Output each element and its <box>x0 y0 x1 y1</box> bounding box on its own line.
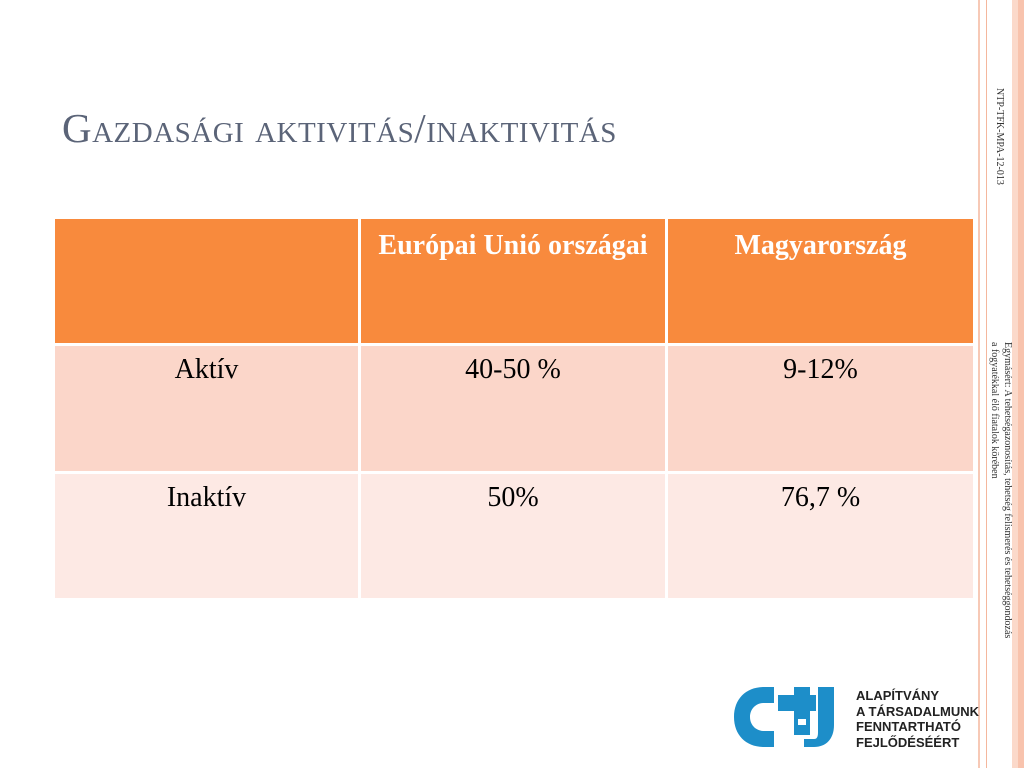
logo-text: ALAPÍTVÁNY A TÁRSADALMUNK FENNTARTHATÓ F… <box>856 688 979 750</box>
decor-stripe <box>986 0 987 768</box>
cell-hu: 76,7 % <box>665 471 976 601</box>
table-row: Inaktív 50% 76,7 % <box>52 471 976 601</box>
cell-eu: 50% <box>358 471 668 601</box>
cell-eu: 40-50 % <box>358 343 668 474</box>
decor-stripe <box>978 0 980 768</box>
header-hu: Magyarország <box>665 216 976 346</box>
project-description: Egymásért: A tehetségazonosítás, tehetsé… <box>989 342 1013 639</box>
table-header-row: Európai Unió országai Magyarország <box>52 216 976 346</box>
activity-table: Európai Unió országai Magyarország Aktív… <box>52 216 976 601</box>
header-empty <box>52 216 361 346</box>
slide-title: Gazdasági aktivitás/inaktivitás <box>62 105 617 151</box>
cell-hu: 9-12% <box>665 343 976 474</box>
foundation-logo-icon <box>734 687 834 747</box>
logo-line: A TÁRSADALMUNK <box>856 703 980 719</box>
logo-line: FENNTARTHATÓ <box>856 719 961 734</box>
row-label: Aktív <box>52 343 361 474</box>
logo-line: FEJLŐDÉSÉÉRT <box>856 734 960 750</box>
row-label: Inaktív <box>52 471 361 601</box>
table-row: Aktív 40-50 % 9-12% <box>52 343 976 474</box>
project-code: NTP-TFK-MPA-12-013 <box>994 88 1005 185</box>
logo-line: ALAPÍTVÁNY <box>856 688 940 703</box>
header-eu: Európai Unió országai <box>358 216 668 346</box>
decor-stripe <box>1018 0 1024 768</box>
